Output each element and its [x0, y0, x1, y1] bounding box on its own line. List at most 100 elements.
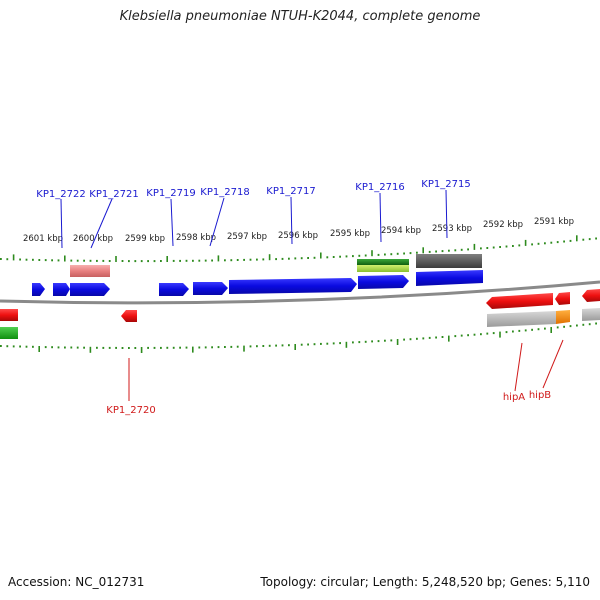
scale-tick-minor	[0, 345, 2, 347]
scale-tick-minor	[377, 340, 380, 343]
scale-tick-minor	[153, 260, 156, 263]
scale-tick-minor	[57, 259, 60, 262]
scale-tick-major	[294, 344, 296, 350]
scale-tick-minor	[262, 345, 265, 347]
scale-tick-minor	[358, 254, 361, 257]
scale-tick-major	[268, 254, 271, 261]
scale-tick-minor	[70, 346, 73, 349]
cds-reverse[interactable]	[0, 309, 18, 321]
scale-label: 2601 kbp	[23, 234, 63, 244]
gene-label[interactable]: KP1_2716	[355, 182, 404, 193]
scale-tick-minor	[409, 338, 412, 341]
scale-tick-minor	[339, 342, 341, 345]
scale-tick-minor	[505, 245, 508, 248]
scale-tick-minor	[211, 346, 213, 349]
gene-label[interactable]: KP1_2715	[421, 179, 470, 190]
scale-tick-minor	[390, 253, 393, 256]
scale-tick-minor	[428, 250, 431, 253]
scale-tick-minor	[83, 259, 85, 262]
scale-tick-minor	[473, 333, 476, 336]
scale-tick-minor	[256, 345, 258, 348]
feature-block-green	[357, 259, 409, 265]
cds-reverse[interactable]	[582, 289, 600, 302]
scale-tick-minor	[307, 343, 309, 346]
scale-tick-minor	[217, 346, 220, 349]
scale-label: 2594 kbp	[381, 226, 421, 236]
scale-tick-minor	[454, 249, 457, 252]
scale-tick-minor	[6, 345, 9, 348]
cds-forward[interactable]	[416, 270, 483, 286]
scale-tick-minor	[268, 344, 271, 347]
scale-tick-minor	[569, 239, 572, 242]
scale-label: 2597 kbp	[227, 232, 267, 242]
scale-tick-minor	[294, 257, 297, 260]
scale-tick-minor	[512, 245, 514, 247]
scale-label: 2591 kbp	[534, 217, 574, 227]
scale-tick-minor	[25, 345, 28, 348]
scale-tick-minor	[588, 323, 591, 326]
scale-tick-minor	[211, 259, 213, 262]
scale-tick-minor	[518, 329, 521, 332]
topology-text: Topology: circular; Length: 5,248,520 bp…	[260, 575, 590, 589]
scale-tick-minor	[467, 248, 469, 251]
cds-forward[interactable]	[159, 283, 189, 296]
scale-tick-minor	[384, 339, 386, 342]
scale-tick-minor	[384, 253, 386, 256]
cds-forward[interactable]	[229, 278, 357, 294]
scale-tick-minor	[249, 258, 252, 261]
scale-tick-minor	[320, 342, 322, 345]
scale-tick-minor	[326, 342, 329, 345]
scale-tick-minor	[486, 247, 489, 249]
scale-tick-minor	[166, 346, 169, 349]
scale-tick-minor	[96, 259, 98, 262]
scale-tick-minor	[128, 260, 130, 263]
cds-reverse[interactable]	[555, 292, 570, 305]
scale-tick-minor	[83, 346, 85, 349]
scale-label: 2599 kbp	[125, 234, 165, 244]
scale-tick-minor	[192, 259, 194, 262]
gene-label[interactable]: KP1_2720	[106, 405, 155, 416]
gene-label[interactable]: KP1_2717	[266, 186, 315, 197]
scale-tick-major	[499, 331, 501, 338]
gene-label[interactable]: KP1_2721	[89, 189, 138, 200]
gene-label-leader	[170, 198, 174, 247]
genome-backbone	[0, 280, 600, 305]
gene-label[interactable]: KP1_2718	[200, 187, 249, 198]
scale-tick-minor	[12, 345, 15, 348]
cds-forward[interactable]	[70, 283, 110, 296]
scale-tick-minor	[332, 342, 335, 345]
cds-forward[interactable]	[358, 275, 409, 289]
scale-tick-minor	[403, 252, 405, 255]
gene-label[interactable]: hipB	[529, 390, 551, 401]
scale-tick-minor	[32, 258, 34, 261]
cds-reverse[interactable]	[486, 293, 553, 309]
scale-tick-minor	[147, 346, 149, 349]
scale-tick-minor	[441, 336, 444, 338]
scale-tick-minor	[396, 252, 399, 255]
scale-tick-major	[524, 239, 527, 246]
scale-label: 2600 kbp	[73, 234, 113, 244]
scale-tick-minor	[288, 257, 290, 260]
scale-tick-major	[115, 256, 117, 262]
scale-tick-major	[422, 247, 424, 254]
gene-label[interactable]: KP1_2722	[36, 189, 85, 200]
scale-tick-minor	[403, 338, 405, 341]
scale-tick-minor	[134, 347, 137, 349]
scale-tick-minor	[550, 241, 553, 244]
scale-tick-minor	[499, 246, 501, 248]
cds-reverse[interactable]	[121, 310, 137, 322]
cds-forward[interactable]	[53, 283, 70, 296]
gene-label[interactable]: hipA	[503, 392, 525, 403]
cds-forward[interactable]	[32, 283, 45, 296]
scale-tick-minor	[185, 346, 188, 349]
scale-tick-minor	[172, 259, 175, 262]
scale-tick-minor	[262, 258, 265, 261]
scale-tick-minor	[0, 258, 2, 260]
scale-tick-minor	[300, 343, 303, 346]
scale-tick-minor	[358, 341, 361, 344]
gene-label[interactable]: KP1_2719	[146, 188, 195, 199]
cds-forward[interactable]	[193, 282, 228, 295]
scale-tick-minor	[44, 259, 47, 262]
scale-tick-minor	[153, 346, 156, 349]
